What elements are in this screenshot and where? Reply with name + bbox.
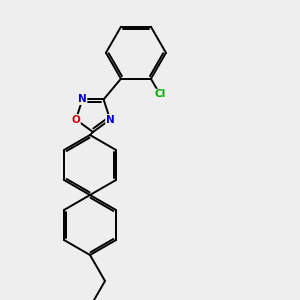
Text: N: N <box>106 115 115 124</box>
Text: Cl: Cl <box>154 89 166 99</box>
Text: O: O <box>71 115 80 124</box>
Text: N: N <box>78 94 87 104</box>
